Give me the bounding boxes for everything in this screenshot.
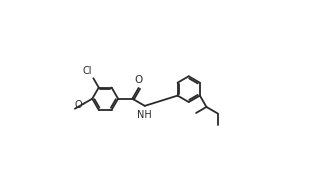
Text: Cl: Cl [83, 66, 92, 76]
Text: O: O [75, 100, 82, 110]
Text: NH: NH [137, 110, 152, 120]
Text: O: O [134, 75, 143, 85]
